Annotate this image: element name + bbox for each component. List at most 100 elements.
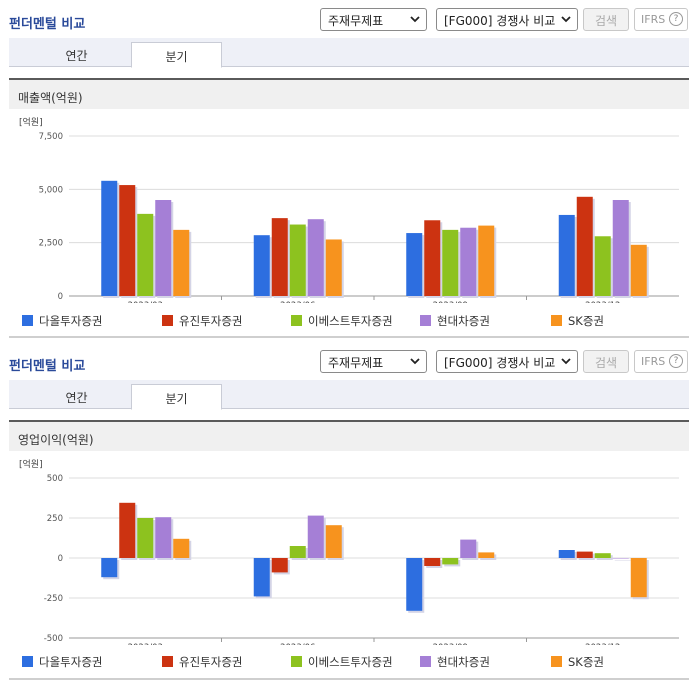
peer-select-value: [FG000] 경쟁사 비교 bbox=[444, 14, 556, 28]
bar-4-2 bbox=[478, 225, 495, 296]
bar-0-0 bbox=[101, 180, 118, 296]
legend-label: 다올투자증권 bbox=[39, 314, 103, 328]
legend-label: 유진투자증권 bbox=[179, 314, 243, 328]
ifrs-label: IFRS bbox=[641, 355, 666, 368]
tab-annual[interactable]: 연간 bbox=[65, 49, 88, 63]
chevron-down-icon bbox=[410, 358, 420, 365]
statement-select-value: 주재무제표 bbox=[328, 14, 384, 28]
legend-swatch bbox=[162, 656, 173, 667]
bar-1-2 bbox=[424, 220, 441, 296]
ifrs-help-button[interactable]: IFRS ? bbox=[634, 8, 688, 31]
bar-1-0 bbox=[119, 185, 136, 296]
bar-3-0 bbox=[155, 517, 172, 558]
peer-select[interactable]: [FG000] 경쟁사 비교 bbox=[436, 8, 578, 31]
chevron-down-icon bbox=[561, 358, 571, 365]
legend-swatch bbox=[420, 656, 431, 667]
search-button[interactable]: 검색 bbox=[583, 350, 629, 373]
bar-4-3 bbox=[630, 244, 647, 296]
y-tick-label: -250 bbox=[44, 594, 63, 604]
x-tick-label: 2023/09 bbox=[433, 301, 468, 303]
operating-profit-bar-chart: [억원] -500 -250 0 250 500 2023/03 2023/06 2023/09… bbox=[19, 458, 679, 645]
statement-select-value: 주재무제표 bbox=[328, 356, 384, 370]
y-unit-label: [억원] bbox=[19, 116, 43, 128]
bar-3-3 bbox=[612, 558, 629, 559]
period-tabs: 연간 분기 bbox=[9, 38, 689, 68]
question-icon: ? bbox=[669, 354, 683, 368]
chevron-down-icon bbox=[410, 16, 420, 23]
y-tick-label: 500 bbox=[47, 474, 63, 484]
question-icon: ? bbox=[669, 12, 683, 26]
y-tick-label: 7,500 bbox=[39, 132, 63, 142]
bar-2-0 bbox=[137, 518, 154, 558]
operating-profit-panel: 펀더멘털 비교 주재무제표 [FG000] 경쟁사 비교 검색 IFRS ? 연… bbox=[0, 342, 696, 684]
legend-swatch bbox=[551, 656, 562, 667]
statement-select[interactable]: 주재무제표 bbox=[320, 350, 427, 373]
tab-annual[interactable]: 연간 bbox=[65, 391, 88, 405]
x-tick-label: 2023/03 bbox=[128, 643, 163, 645]
bar-1-1 bbox=[271, 218, 288, 296]
legend-swatch bbox=[420, 315, 431, 326]
y-tick-label: 0 bbox=[58, 292, 63, 302]
bar-2-2 bbox=[442, 558, 459, 565]
bar-4-3 bbox=[630, 558, 647, 598]
statement-select[interactable]: 주재무제표 bbox=[320, 8, 427, 31]
legend-swatch bbox=[291, 656, 302, 667]
bar-3-1 bbox=[307, 515, 324, 558]
bar-1-1 bbox=[271, 558, 288, 573]
x-tick-label: 2023/12 bbox=[585, 301, 620, 303]
y-tick-label: -500 bbox=[44, 634, 63, 644]
y-tick-label: 0 bbox=[58, 554, 63, 564]
x-tick-label: 2023/03 bbox=[128, 301, 163, 303]
period-tabs: 연간 분기 bbox=[9, 380, 689, 410]
search-button[interactable]: 검색 bbox=[583, 8, 629, 31]
bar-4-1 bbox=[325, 239, 342, 296]
y-tick-label: 250 bbox=[47, 514, 63, 524]
bar-3-0 bbox=[155, 200, 172, 296]
peer-select[interactable]: [FG000] 경쟁사 비교 bbox=[436, 350, 578, 373]
bar-3-3 bbox=[612, 200, 629, 296]
legend-swatch bbox=[551, 315, 562, 326]
tab-quarterly[interactable]: 분기 bbox=[131, 42, 222, 68]
bar-4-2 bbox=[478, 552, 495, 558]
chart-title: 매출액(억원) bbox=[9, 78, 689, 109]
panel-title: 펀더멘털 비교 bbox=[9, 17, 86, 32]
chevron-down-icon bbox=[561, 16, 571, 23]
bar-0-2 bbox=[406, 558, 423, 611]
bar-2-1 bbox=[289, 224, 306, 296]
revenue-panel: 펀더멘털 비교 주재무제표 [FG000] 경쟁사 비교 검색 IFRS ? 연… bbox=[0, 0, 696, 338]
x-tick-label: 2023/09 bbox=[433, 643, 468, 645]
tab-quarterly[interactable]: 분기 bbox=[131, 384, 222, 410]
legend-label: SK증권 bbox=[568, 314, 605, 328]
y-tick-label: 2,500 bbox=[39, 239, 63, 249]
revenue-bar-chart: [억원] 0 2,500 5,000 7,500 2023/03 2023/06 2023/0… bbox=[19, 116, 679, 303]
bar-0-2 bbox=[406, 233, 423, 296]
bar-2-3 bbox=[594, 553, 611, 558]
bar-1-3 bbox=[576, 551, 593, 558]
legend-swatch bbox=[22, 315, 33, 326]
ifrs-label: IFRS bbox=[641, 13, 666, 26]
bar-0-1 bbox=[253, 558, 270, 597]
bar-0-1 bbox=[253, 235, 270, 296]
bar-2-3 bbox=[594, 236, 611, 296]
bar-1-2 bbox=[424, 558, 441, 566]
legend-label: 현대차증권 bbox=[437, 655, 490, 669]
panel-header: 펀더멘털 비교 주재무제표 [FG000] 경쟁사 비교 검색 IFRS ? bbox=[0, 0, 696, 38]
bar-2-0 bbox=[137, 213, 154, 296]
ifrs-help-button[interactable]: IFRS ? bbox=[634, 350, 688, 373]
legend-swatch bbox=[22, 656, 33, 667]
bar-4-0 bbox=[173, 229, 190, 296]
x-tick-label: 2023/06 bbox=[280, 301, 315, 303]
bar-3-2 bbox=[460, 539, 477, 558]
legend-label: 현대차증권 bbox=[437, 314, 490, 328]
legend-label: SK증권 bbox=[568, 655, 605, 669]
chart-title: 영업이익(억원) bbox=[9, 420, 689, 451]
bar-2-2 bbox=[442, 229, 459, 296]
bar-shadow bbox=[614, 560, 631, 561]
legend-swatch bbox=[291, 315, 302, 326]
divider bbox=[9, 336, 689, 338]
bar-1-3 bbox=[576, 196, 593, 296]
panel-header: 펀더멘털 비교 주재무제표 [FG000] 경쟁사 비교 검색 IFRS ? bbox=[0, 342, 696, 380]
chart-legend: 다올투자증권 유진투자증권 이베스트투자증권 현대차증권 SK증권 bbox=[22, 654, 682, 670]
legend-swatch bbox=[162, 315, 173, 326]
x-tick-label: 2023/12 bbox=[585, 643, 620, 645]
